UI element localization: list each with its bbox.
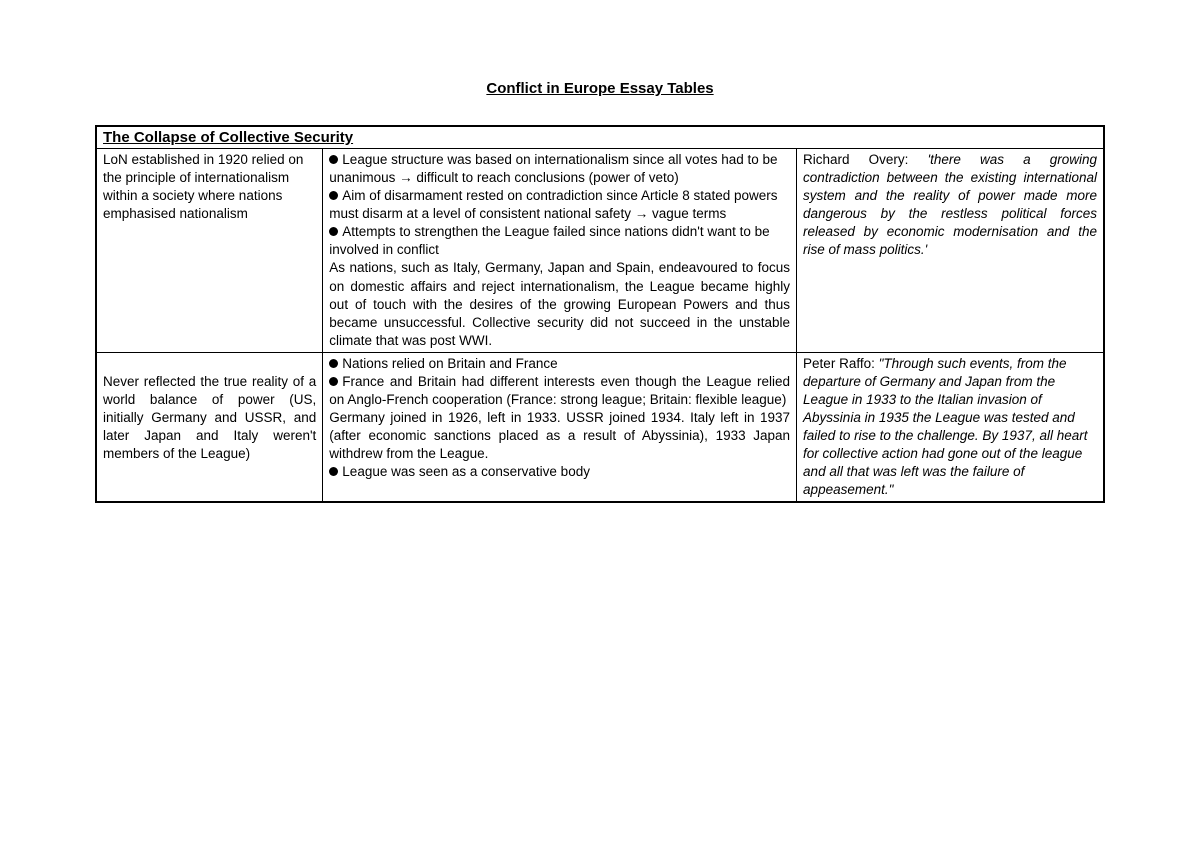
table-row: LoN established in 1920 relied on the pr…: [96, 149, 1104, 353]
bullet-text: Nations relied on Britain and France: [342, 356, 557, 371]
bullet-icon: [329, 377, 338, 386]
cell-quote: Peter Raffo: "Through such events, from …: [797, 352, 1104, 502]
bullet-line: Nations relied on Britain and France: [329, 355, 790, 373]
paragraph: As nations, such as Italy, Germany, Japa…: [329, 259, 790, 349]
cell-topic: LoN established in 1920 relied on the pr…: [96, 149, 323, 353]
bullet-text: Attempts to strengthen the League failed…: [329, 224, 769, 257]
bullet-icon: [329, 467, 338, 476]
page-title: Conflict in Europe Essay Tables: [95, 80, 1105, 97]
bullet-text: League structure was based on internatio…: [329, 152, 777, 185]
section-header-row: The Collapse of Collective Security: [96, 126, 1104, 149]
bullet-text: League was seen as a conservative body: [342, 464, 590, 479]
section-header: The Collapse of Collective Security: [96, 126, 1104, 149]
quote-text: "Through such events, from the departure…: [803, 356, 1087, 498]
bullet-line: Attempts to strengthen the League failed…: [329, 223, 790, 259]
essay-table: The Collapse of Collective Security LoN …: [95, 125, 1105, 503]
bullet-icon: [329, 227, 338, 236]
blank-line: [103, 355, 316, 373]
bullet-line: Aim of disarmament rested on contradicti…: [329, 187, 790, 223]
quote-author: Peter Raffo:: [803, 356, 875, 371]
bullet-icon: [329, 191, 338, 200]
cell-text: Never reflected the true reality of a wo…: [103, 374, 316, 461]
cell-quote: Richard Overy: 'there was a growing cont…: [797, 149, 1104, 353]
table-row: Never reflected the true reality of a wo…: [96, 352, 1104, 502]
paragraph: Germany joined in 1926, left in 1933. US…: [329, 409, 790, 463]
bullet-text: Aim of disarmament rested on contradicti…: [329, 188, 777, 221]
bullet-text: France and Britain had different interes…: [329, 374, 790, 407]
bullet-icon: [329, 359, 338, 368]
bullet-line: League structure was based on internatio…: [329, 151, 790, 187]
quote-author: Richard Overy:: [803, 152, 908, 167]
cell-evidence: Nations relied on Britain and France Fra…: [323, 352, 797, 502]
cell-topic: Never reflected the true reality of a wo…: [96, 352, 323, 502]
quote-text: 'there was a growing contradiction betwe…: [803, 152, 1097, 257]
bullet-line: France and Britain had different interes…: [329, 373, 790, 409]
bullet-line: League was seen as a conservative body: [329, 463, 790, 481]
cell-text: LoN established in 1920 relied on the pr…: [103, 152, 303, 221]
document-page: Conflict in Europe Essay Tables The Coll…: [0, 0, 1200, 563]
bullet-icon: [329, 155, 338, 164]
cell-evidence: League structure was based on internatio…: [323, 149, 797, 353]
